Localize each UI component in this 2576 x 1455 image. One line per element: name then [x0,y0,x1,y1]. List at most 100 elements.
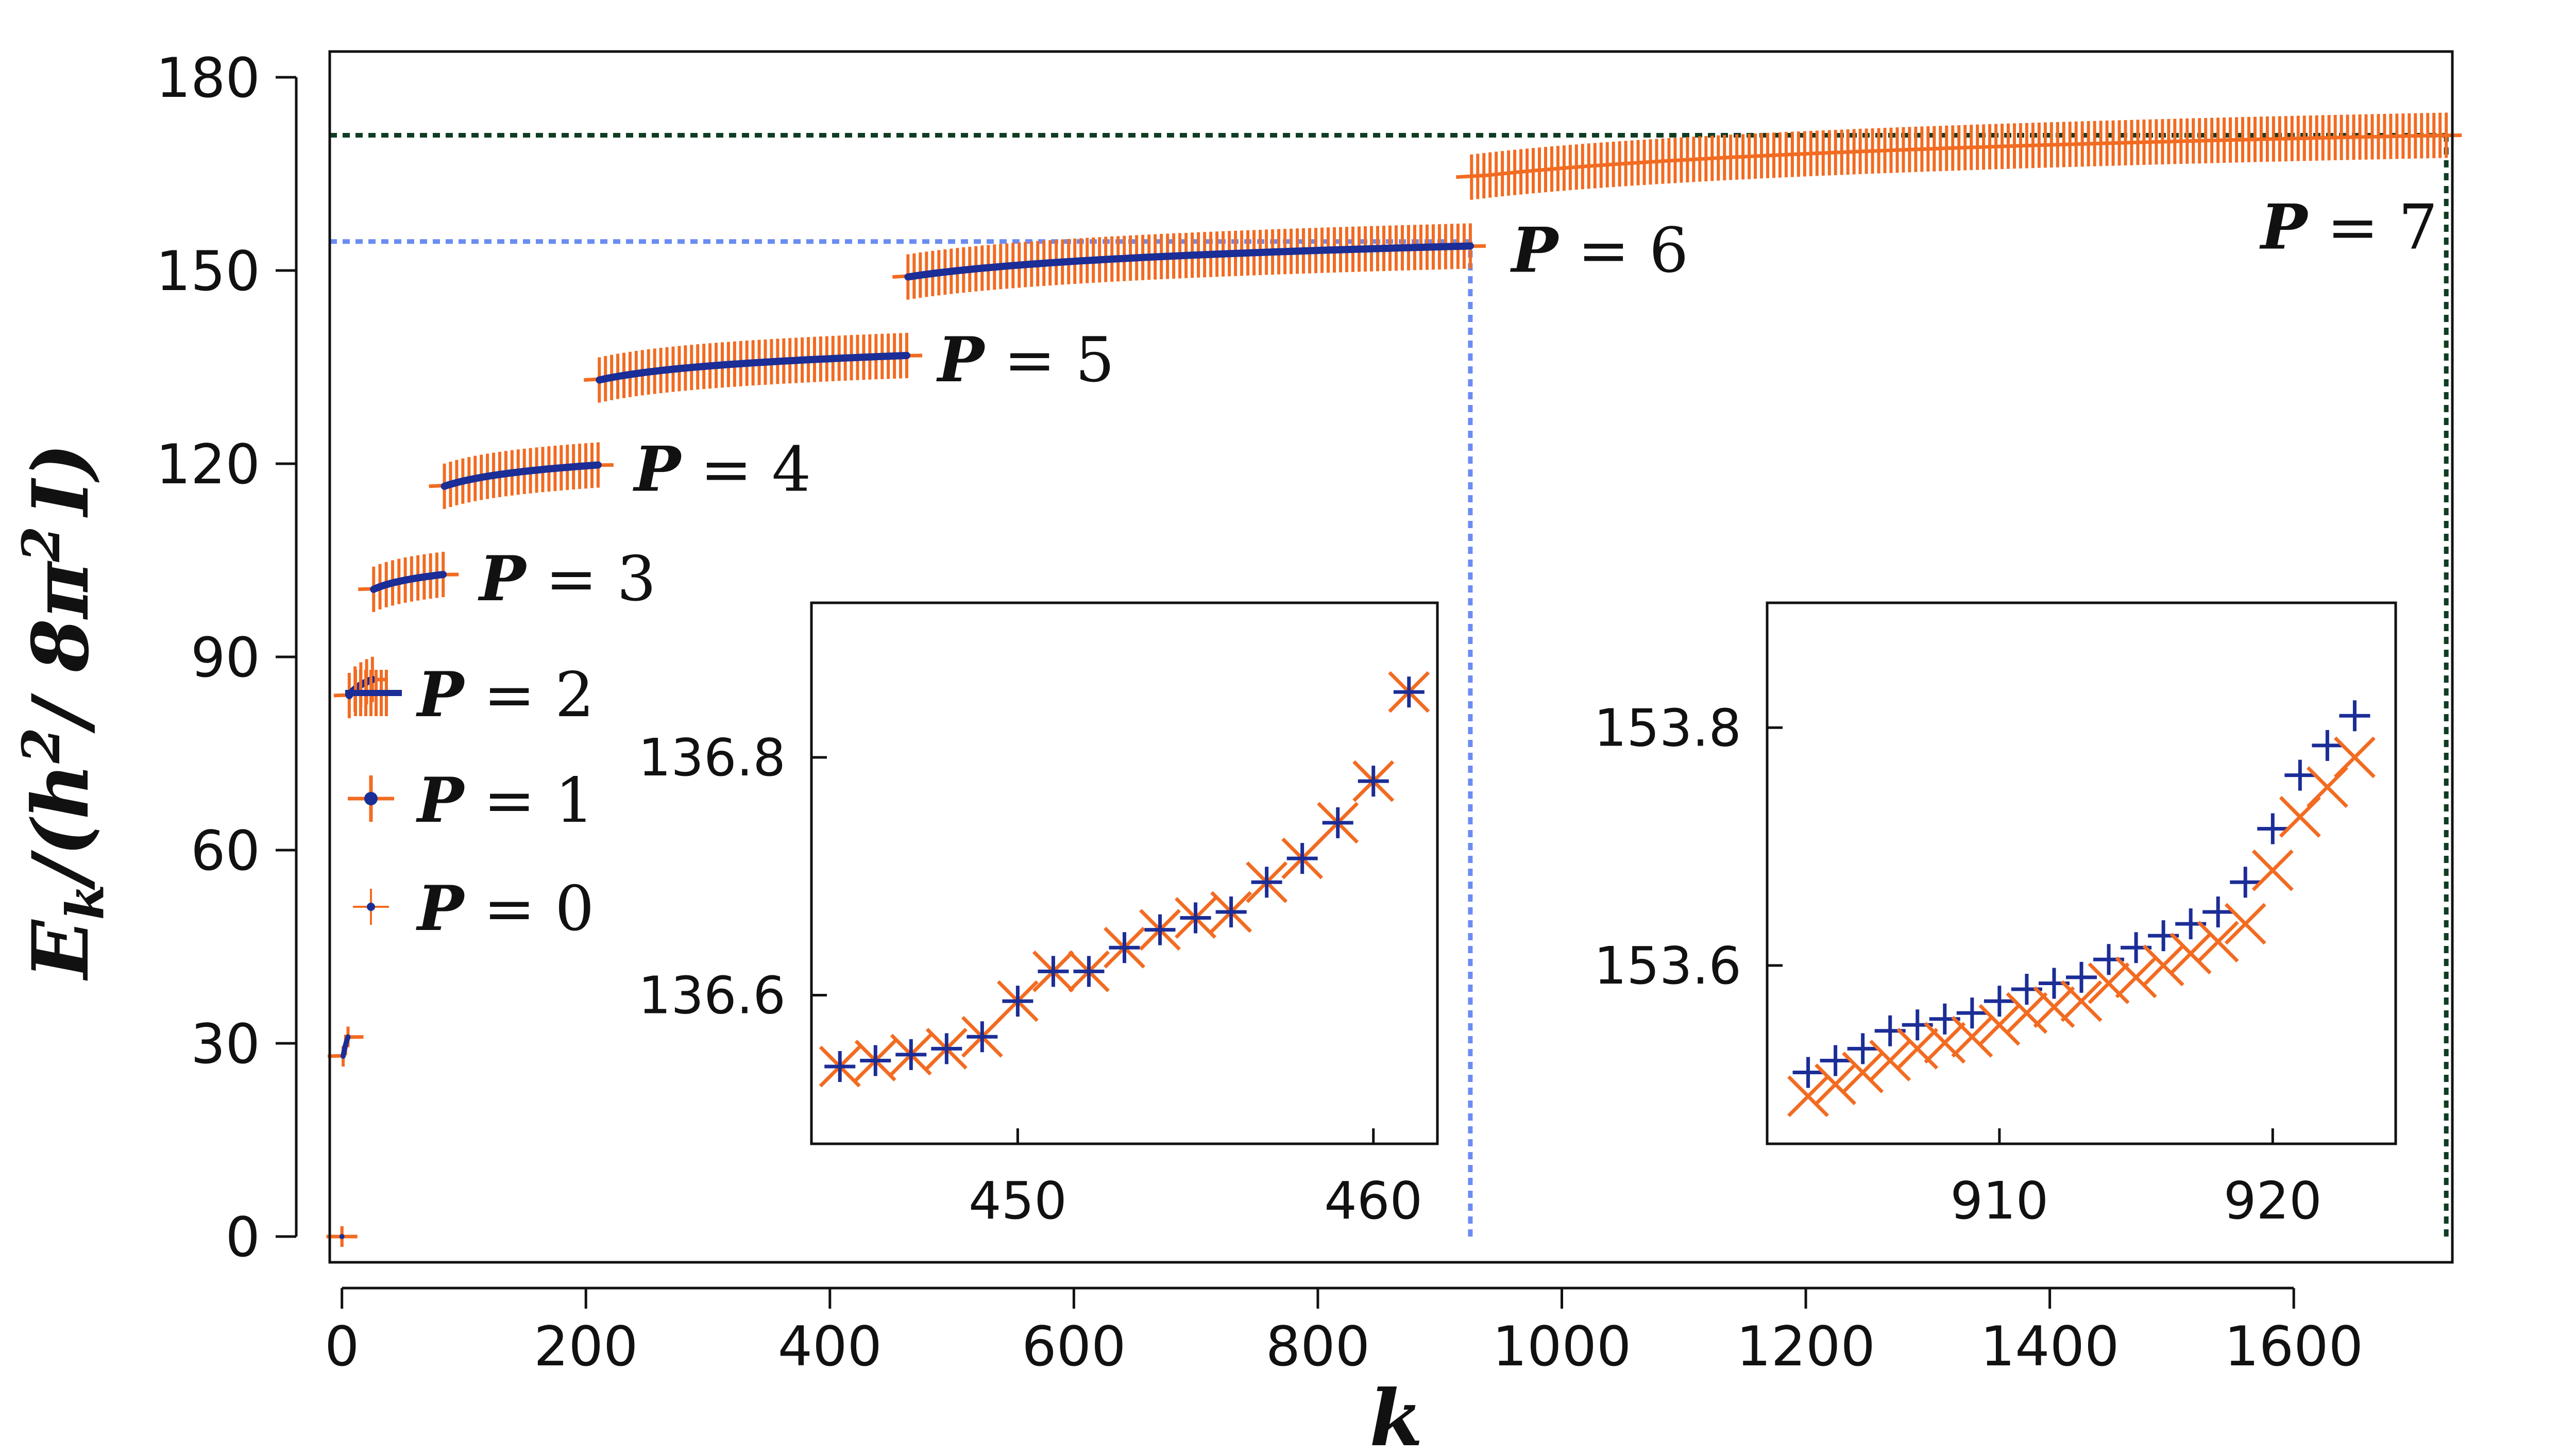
x-tick-label: 1200 [1736,1315,1875,1378]
inset-point [1951,997,1993,1058]
blue-plus-marker [1792,1057,1824,1088]
orange-x-marker [2088,962,2130,1004]
inset-point [1246,861,1288,903]
orange-x-marker [2170,933,2212,975]
y-tick-label: 0 [226,1206,260,1269]
blue-series-line [904,242,1474,281]
orange-x-marker [2006,992,2048,1034]
blue-plus-marker [1286,843,1318,874]
inset-x-tick-label: 450 [969,1171,1067,1231]
inset-y-tick-label: 136.6 [638,966,786,1026]
blue-plus-marker [1847,1033,1878,1064]
insets: 450 460 136.6 136.8 910 920 153.6 153.8 [638,601,2397,1231]
inset-point [996,980,1039,1022]
y-title-i: I [15,478,106,518]
blue-series-line [370,571,447,593]
x-tick-label: 600 [1022,1315,1126,1378]
legend-item-p=0: P = 0 [353,872,594,945]
blue-plus-marker [1984,986,2015,1017]
inset-point [1978,986,2021,1046]
inset-point [1139,909,1181,951]
blue-plus-marker [2339,700,2370,732]
plot-frame [328,50,2454,1264]
inset-right: 910 920 153.6 153.8 [1594,601,2397,1231]
blue-plus-marker [2257,813,2289,844]
blue-series-line [596,352,910,384]
orange-x-marker [2115,956,2157,999]
inset-point [2033,968,2075,1028]
legend-item-p=1: P = 1 [348,764,594,837]
series-group-p1 [327,1026,364,1067]
inset-point [2224,867,2266,945]
y-tick-label: 60 [191,819,260,883]
blue-plus-marker [2202,896,2234,927]
x-tick-label: 400 [778,1315,882,1378]
series-group-p4 [429,442,614,509]
x-tick-label: 1400 [1980,1315,2120,1378]
orange-x-marker [1787,1075,1829,1118]
orange-x-marker [2142,944,2184,987]
series-group-p3 [358,552,459,612]
inset-point [2142,920,2184,987]
blue-plus-marker [1215,896,1247,927]
inset-point [1281,837,1324,879]
group-label-p7: P = 7 [2259,191,2437,264]
inset-point [2333,700,2376,779]
blue-plus-marker [895,1039,927,1070]
blue-plus-marker [931,1033,962,1064]
x-tick-label: 1600 [2224,1315,2363,1378]
inset-point [925,1027,968,1070]
legend-label: P = 0 [416,872,594,945]
y-axis-title: Ek/(h2/ 8π2I) [11,443,115,981]
inset-y-tick-label: 153.8 [1594,698,1741,758]
legend-label: P = 2 [416,658,594,731]
y-title-e: E [15,919,106,981]
blue-plus-marker [2284,759,2316,791]
inset-point [854,1039,896,1081]
inset-x-tick-label: 460 [1324,1171,1422,1231]
blue-plus-marker [2312,730,2343,761]
orange-x-marker [2060,980,2103,1022]
blue-plus-marker [1180,902,1211,934]
series-group-p5 [584,333,923,403]
blue-plus-marker [1358,766,1389,797]
group-label-p4: P = 4 [633,433,811,506]
series-group-p0 [326,1226,358,1247]
y-tick-label: 30 [191,1012,260,1076]
blue-plus-marker [1109,932,1140,963]
blue-series-line [440,461,602,490]
blue-plus-marker [1251,867,1282,898]
data-series [326,112,2462,1247]
inset-point [2197,896,2239,963]
inset-point [1175,897,1217,939]
legend-item-p=2: P = 2 [345,658,594,731]
plot-border [328,50,2454,1264]
inset-point [2306,730,2348,808]
inset-point [2251,813,2294,891]
orange-x-marker [2033,986,2075,1028]
reference-lines [330,133,2449,1237]
inset-point [2060,961,2103,1022]
orange-x-marker [1896,1027,1939,1070]
inset-point [890,1034,932,1076]
inset-point [1032,950,1074,992]
y-tick-label: 150 [156,240,260,303]
orange-x-marker [2224,903,2266,945]
blue-plus-marker [967,1021,998,1053]
x-axis-title: k [1369,1373,1423,1455]
inset-point [1388,671,1430,713]
blue-plus-marker [1322,807,1353,838]
group-label-p5: P = 5 [936,324,1114,396]
legend: P = 2 P = 1 P = 0 [345,658,594,945]
orange-x-marker [1842,1052,1884,1094]
orange-x-marker [2333,736,2376,779]
x-tick-label: 1000 [1493,1315,1632,1378]
y-tick-label: 120 [156,433,260,496]
blue-plus-marker [2230,867,2261,898]
inset-point [1210,891,1252,933]
series-group-p6 [892,223,1486,300]
inset-border [1766,601,2397,1145]
y-tick-label: 90 [191,626,260,689]
group-label-p3: P = 3 [478,543,656,615]
orange-series-line [1456,133,2462,179]
